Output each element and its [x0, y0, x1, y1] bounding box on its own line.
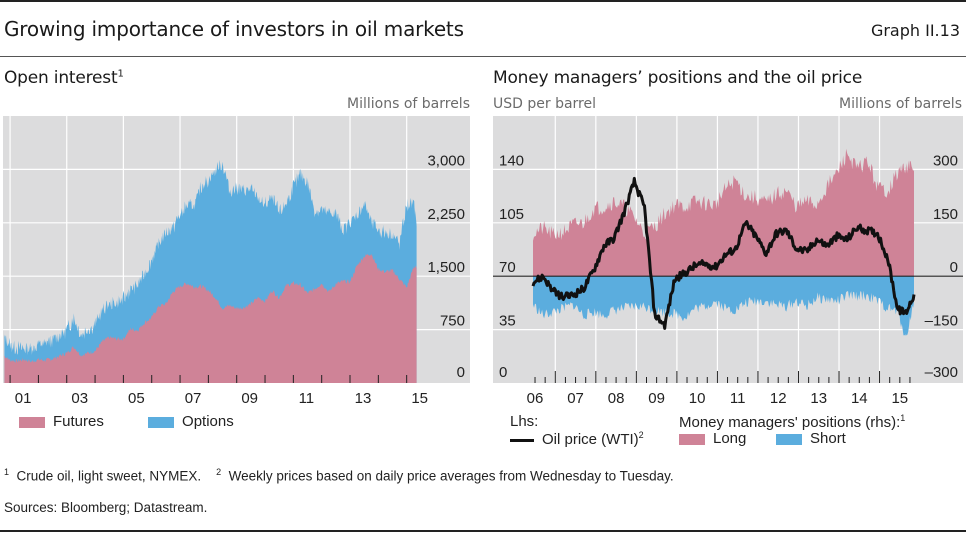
left-x-tick-label: 03	[71, 390, 88, 407]
right-panel-title: Money managers’ positions and the oil pr…	[493, 68, 863, 88]
futures-swatch	[19, 416, 45, 428]
options-swatch	[148, 416, 175, 428]
left-x-tick-label: 11	[299, 390, 315, 407]
left-panel-title-footnote: 1	[117, 68, 124, 80]
right-x-tick-label: 07	[567, 390, 584, 407]
right-x-tick-label: 10	[689, 390, 706, 407]
short-positions-area	[533, 276, 914, 336]
legend-item-oil-price: Oil price (WTI)2	[510, 430, 644, 448]
right-right-y-tick-label: –150	[925, 313, 958, 330]
left-panel-title: Open interest1	[4, 68, 124, 88]
footnote-2-mark: 2	[216, 467, 222, 477]
right-right-y-tick-label: 300	[933, 152, 958, 169]
long-positions-area	[533, 148, 914, 277]
right-x-tick-label: 06	[527, 390, 544, 407]
left-chart-open-interest: 01 03 05 07 09 11 13 15 0 750 1,500 2,250 3,000	[3, 116, 470, 407]
right-right-y-tick-label: –300	[925, 364, 958, 381]
graph-number: Graph II.13	[870, 21, 960, 40]
top-rule	[0, 0, 966, 2]
legend-oil-footnote: 2	[638, 430, 644, 440]
legend-label-options: Options	[182, 413, 234, 430]
left-x-tick-label: 09	[241, 390, 258, 407]
rhs-heading-text: Money managers' positions (rhs):	[679, 414, 901, 431]
right-x-tick-label: 15	[891, 390, 908, 407]
oil-line-swatch	[510, 438, 534, 442]
left-x-tick-label: 05	[128, 390, 145, 407]
short-swatch	[776, 433, 802, 445]
footnotes: 1 Crude oil, light sweet, NYMEX. 2 Weekl…	[4, 467, 674, 484]
legend-label-short: Short	[810, 430, 846, 447]
right-x-tick-label: 13	[810, 390, 827, 407]
legend-label-oil-price: Oil price (WTI)	[542, 431, 639, 448]
legend-label-long: Long	[713, 430, 747, 447]
right-unit-left: USD per barrel	[493, 96, 596, 112]
right-left-y-tick-label: 140	[499, 152, 524, 169]
left-y-tick-label: 1,500	[427, 259, 465, 276]
legend-label-futures: Futures	[53, 413, 104, 430]
right-left-y-tick-label: 70	[499, 259, 516, 276]
left-x-tick-label: 13	[355, 390, 372, 407]
right-x-tick-label: 11	[730, 390, 746, 407]
legend-item-long: Long	[679, 430, 746, 447]
left-y-tick-label: 3,000	[427, 152, 465, 169]
right-right-y-tick-label: 150	[933, 206, 958, 223]
left-x-tick-label: 01	[15, 390, 32, 407]
bottom-rule	[0, 530, 966, 532]
right-chart-positions-oil: 06 07 08 09 10 11 12 13 14 1503570105140–300–1500…	[493, 116, 963, 407]
legend-item-options: Options	[148, 413, 234, 430]
left-y-tick-label: 0	[457, 364, 465, 381]
right-x-tick-label: 09	[648, 390, 665, 407]
right-right-y-tick-label: 0	[950, 259, 958, 276]
right-x-tick-label: 12	[770, 390, 787, 407]
footnote-1-mark: 1	[4, 467, 10, 477]
oil-price-line	[531, 176, 916, 330]
right-left-y-tick-label: 0	[499, 364, 507, 381]
legend-item-short: Short	[776, 430, 846, 447]
sources: Sources: Bloomberg; Datastream.	[4, 500, 208, 515]
left-y-tick-label: 2,250	[427, 206, 465, 223]
right-unit-right: Millions of barrels	[839, 96, 962, 112]
right-legend-rhs-heading: Money managers' positions (rhs):1	[679, 413, 905, 431]
rhs-heading-footnote: 1	[900, 413, 906, 423]
right-x-tick-label: 14	[851, 390, 868, 407]
legend-item-futures: Futures	[19, 413, 108, 430]
left-panel-title-text: Open interest	[4, 68, 118, 88]
left-x-tick-label: 15	[411, 390, 428, 407]
graph-title: Growing importance of investors in oil m…	[4, 17, 464, 41]
long-swatch	[679, 433, 705, 445]
right-legend-lhs-heading: Lhs:	[510, 413, 539, 430]
left-unit-right: Millions of barrels	[347, 96, 470, 112]
futures-area	[4, 253, 417, 383]
header-rule	[0, 56, 966, 57]
right-x-tick-label: 08	[608, 390, 625, 407]
footnote-1-text: Crude oil, light sweet, NYMEX.	[16, 468, 202, 484]
right-left-y-tick-label: 35	[499, 313, 516, 330]
right-left-y-tick-label: 105	[499, 206, 524, 223]
left-legend: Futures Options	[19, 413, 234, 430]
left-y-tick-label: 750	[440, 313, 465, 330]
left-x-tick-label: 07	[185, 390, 202, 407]
footnote-2-text: Weekly prices based on daily price avera…	[228, 468, 674, 484]
